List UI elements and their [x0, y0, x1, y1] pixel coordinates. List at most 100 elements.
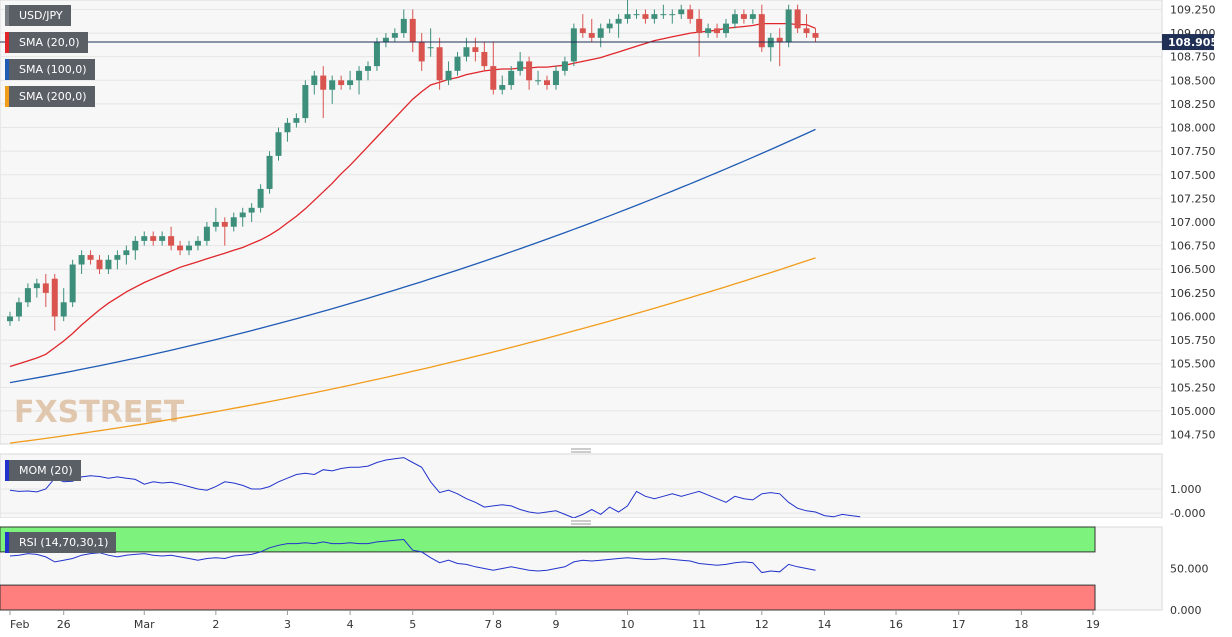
candle: [526, 56, 533, 90]
candle: [731, 9, 738, 29]
time-tick-label: 18: [1014, 618, 1028, 631]
candle: [508, 66, 515, 90]
price-tick-label: 105.000: [1170, 405, 1216, 418]
pane-splitter-1[interactable]: [0, 445, 1162, 454]
candle: [96, 255, 103, 274]
candle: [624, 0, 631, 24]
legend-sma20[interactable]: SMA (20,0): [5, 32, 88, 53]
candle: [329, 75, 336, 104]
candle: [293, 113, 300, 128]
candle: [606, 18, 613, 34]
time-tick-label: 4: [347, 618, 354, 631]
candle: [266, 151, 273, 194]
time-tick-label: 26: [57, 618, 71, 631]
candle: [400, 9, 407, 38]
candle: [42, 273, 49, 308]
momentum-pane: [0, 453, 1163, 519]
candlesticks: [7, 0, 819, 331]
time-tick-label: 17: [952, 618, 966, 631]
candle: [150, 231, 157, 246]
candle: [651, 9, 658, 24]
legend-rsi[interactable]: RSI (14,70,30,1): [5, 532, 117, 553]
candle: [561, 56, 568, 76]
rsi-tick-label: 0.000: [1170, 604, 1202, 617]
legend-mom[interactable]: MOM (20): [5, 460, 81, 481]
candle: [705, 23, 712, 38]
price-tick-label: 107.750: [1170, 145, 1216, 158]
time-tick-label: 16: [889, 618, 903, 631]
candle: [87, 250, 94, 265]
time-tick-label: 19: [1086, 618, 1100, 631]
price-tick-label: 108.750: [1170, 51, 1216, 64]
candle: [186, 240, 192, 256]
candle: [275, 127, 282, 161]
candle: [678, 4, 685, 19]
price-tick-label: 105.750: [1170, 334, 1216, 347]
time-axis: Feb 26 Mar 2 3 4 5 7 8 9 10 11 12 14 16 17 18 19: [9, 610, 1100, 631]
price-tick-label: 106.750: [1170, 240, 1216, 253]
candle: [69, 259, 76, 308]
time-tick-label: 7 8: [485, 618, 503, 631]
candle: [615, 14, 622, 38]
sma20-line: [9, 22, 816, 368]
current-price-label: 108.905: [1168, 36, 1218, 49]
candle: [347, 70, 354, 90]
time-tick-label: 14: [817, 618, 831, 631]
candle: [749, 9, 756, 24]
candle: [490, 42, 497, 95]
candle: [141, 231, 148, 246]
candle: [257, 184, 264, 213]
candle: [723, 18, 729, 38]
legend-sma200[interactable]: SMA (200,0): [5, 86, 95, 107]
candle: [33, 278, 40, 298]
price-tick-label: 104.750: [1170, 429, 1216, 442]
candle: [123, 245, 130, 265]
candle: [544, 75, 550, 90]
candle: [356, 66, 363, 95]
candle: [758, 4, 765, 52]
candle: [409, 9, 416, 52]
time-tick-label: Mar: [134, 618, 155, 631]
candle: [248, 203, 255, 222]
legend-symbol[interactable]: USD/JPY: [5, 5, 71, 26]
legend-sma100[interactable]: SMA (100,0): [5, 59, 95, 80]
price-tick-label: 108.250: [1170, 98, 1216, 111]
candle: [302, 80, 309, 123]
price-tick-label: 106.000: [1170, 310, 1216, 323]
candle: [642, 9, 649, 24]
time-tick-label: Feb: [10, 618, 29, 631]
rsi-oversold-zone: [0, 584, 1096, 611]
rsi-line: [9, 538, 816, 574]
candle: [579, 14, 586, 38]
candle: [7, 311, 13, 326]
time-tick-label: 9: [552, 618, 559, 631]
time-tick-label: 3: [284, 618, 291, 631]
candle: [696, 9, 703, 57]
price-tick-label: 108.000: [1170, 122, 1216, 135]
candle: [382, 33, 389, 48]
rsi-axis: 50.000 0.000: [1170, 563, 1209, 618]
candle: [499, 75, 506, 95]
rsi-tick-label: 50.000: [1170, 563, 1209, 576]
candle: [338, 75, 345, 90]
candle: [212, 207, 219, 232]
rsi-overbought-zone: [0, 526, 1096, 553]
candle: [51, 273, 58, 331]
candle: [740, 9, 747, 24]
price-tick-label: 106.500: [1170, 263, 1216, 276]
candle: [454, 51, 461, 76]
candle: [168, 226, 175, 251]
candle: [418, 33, 425, 71]
pane-splitter-2[interactable]: [0, 518, 1162, 527]
candle: [570, 23, 577, 67]
time-tick-label: 11: [692, 618, 706, 631]
candle: [159, 231, 166, 246]
candle: [517, 51, 524, 76]
candle: [436, 37, 443, 90]
candle: [660, 4, 667, 19]
sma200-line: [9, 257, 816, 444]
candle: [552, 66, 559, 90]
candle: [481, 42, 488, 71]
candle: [230, 212, 237, 232]
